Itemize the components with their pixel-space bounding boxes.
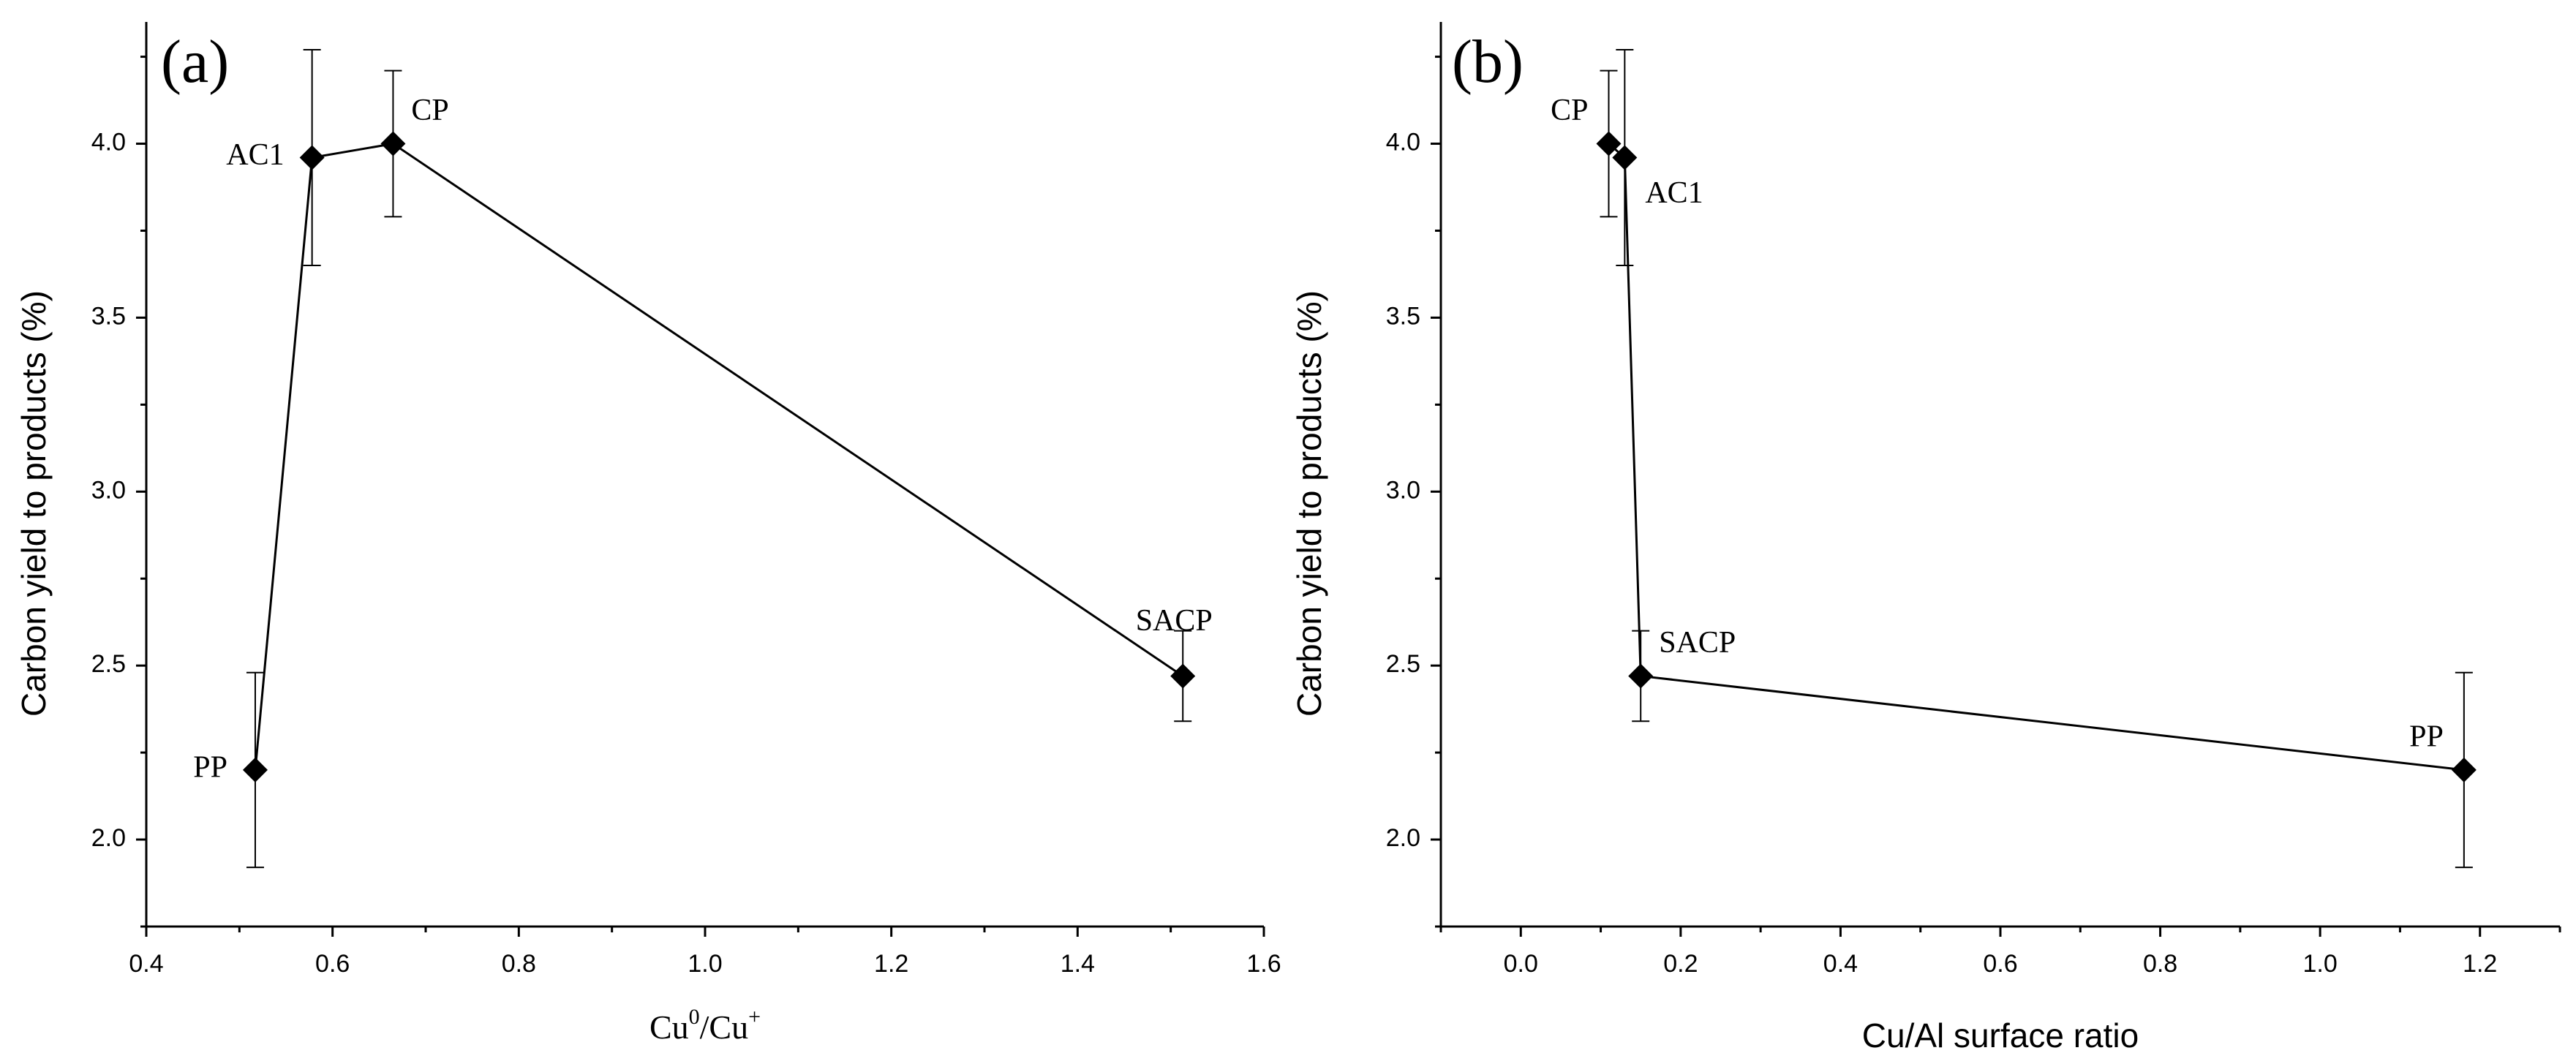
data-point-label: PP: [193, 751, 227, 785]
y-tick-label: 3.5: [91, 302, 126, 330]
x-tick-label: 0.8: [502, 950, 536, 978]
y-tick-label: 2.0: [1386, 824, 1420, 852]
x-tick-label: 1.6: [1246, 950, 1281, 978]
data-point-label: CP: [411, 94, 448, 127]
data-point-label: SACP: [1659, 626, 1736, 660]
y-axis-title: Carbon yield to products (%): [1290, 290, 1328, 717]
data-point-marker: [1628, 663, 1654, 689]
x-axis-title: Cu0/Cu+: [649, 1005, 761, 1046]
x-tick-label: 1.4: [1061, 950, 1095, 978]
data-point-label: AC1: [1645, 176, 1703, 210]
y-axis-title: Carbon yield to products (%): [15, 290, 53, 717]
chart-panel-b: 0.0 0.2 0.4 0.6 0.8 1.0 1.2 2.0 2.5 3.0 3.5 4.0 Carb…: [1290, 22, 2561, 1054]
data-point-label: CP: [1551, 94, 1588, 127]
x-tick-label: 0.4: [129, 950, 163, 978]
data-point-marker: [2451, 757, 2477, 782]
x-tick-label: 0.8: [2143, 950, 2177, 978]
series-line: [254, 142, 1184, 771]
data-point-marker: [299, 145, 325, 170]
data-point-label: AC1: [226, 138, 284, 172]
x-tick-label: 1.2: [2463, 950, 2497, 978]
x-tick-label: 1.0: [688, 950, 722, 978]
y-tick-label: 4.0: [91, 129, 126, 156]
x-tick-label: 0.6: [315, 950, 350, 978]
chart-panel-a: 0.4 0.6 0.8 1.0 1.2 1.4 1.6 2.0 2.5 3.0 3.5 4.0 Carb…: [15, 22, 1281, 1046]
x-tick-label: 0.0: [1504, 950, 1538, 978]
y-tick-label: 3.5: [1386, 302, 1420, 330]
series-line: [1608, 143, 2465, 771]
y-tick-label: 2.0: [91, 824, 126, 852]
data-point-label: PP: [2409, 720, 2444, 754]
y-tick-label: 4.0: [1386, 129, 1420, 156]
data-point-marker: [380, 131, 406, 156]
data-point-marker: [1170, 663, 1196, 689]
x-tick-label: 0.2: [1663, 950, 1698, 978]
x-tick-label: 1.0: [2303, 950, 2338, 978]
x-tick-label: 0.4: [1823, 950, 1858, 978]
y-tick-label: 2.5: [91, 650, 126, 678]
panel-label: (a): [161, 28, 229, 96]
y-tick-label: 3.0: [91, 476, 126, 504]
x-axis-title: Cu/Al surface ratio: [1862, 1016, 2139, 1054]
data-point-marker: [1612, 145, 1638, 170]
data-point-marker: [242, 757, 268, 782]
y-tick-label: 3.0: [1386, 476, 1420, 504]
x-tick-label: 0.6: [1983, 950, 2017, 978]
data-point-marker: [1596, 131, 1622, 156]
y-tick-label: 2.5: [1386, 650, 1420, 678]
x-tick-label: 1.2: [874, 950, 908, 978]
data-point-label: SACP: [1136, 604, 1213, 638]
panel-label: (b): [1452, 28, 1524, 96]
